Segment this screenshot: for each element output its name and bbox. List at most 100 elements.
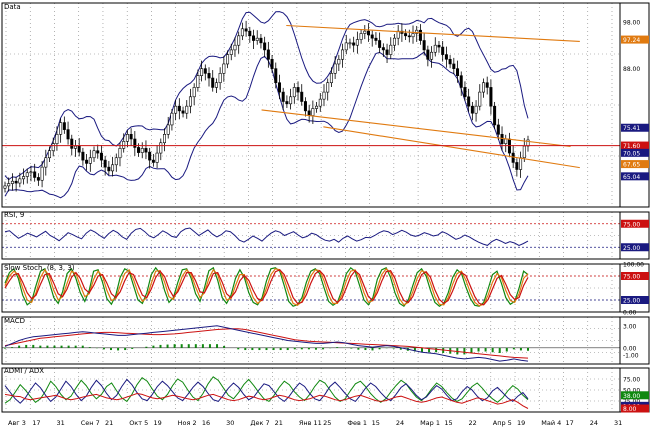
candle-body (511, 152, 515, 163)
candle-body (66, 129, 70, 140)
candle-body (59, 122, 63, 135)
candle-body (396, 30, 400, 39)
candle-body (129, 134, 133, 140)
candle-body (111, 164, 115, 172)
x-axis-label: Окт 5 (129, 419, 148, 427)
candle-body (181, 110, 185, 114)
candle-body (404, 33, 408, 37)
stoch-panel-title: Slow Stoch. (8, 3, 3) (4, 264, 75, 272)
candle-body (77, 145, 81, 153)
price-value-tag: 71.60 (623, 143, 640, 150)
x-axis-label: 19 (517, 419, 525, 427)
price-value-tag-bg (621, 172, 649, 181)
price-axis-strip (619, 316, 650, 365)
candle-body (281, 91, 285, 102)
price-value-tag: 67.65 (623, 162, 640, 169)
adx-value-tag-bg (621, 404, 649, 413)
candle-body (237, 35, 241, 46)
macd-tick-label: 0.00 (623, 345, 637, 352)
candle-body (303, 101, 307, 112)
stoch-tick-label: 100.00 (623, 262, 644, 269)
candle-body (363, 30, 367, 34)
candle-body (177, 105, 181, 112)
price-panel-title: Data (4, 3, 21, 11)
candle-body (166, 124, 170, 135)
x-axis-label: 24 (590, 419, 598, 427)
stoch-value-tag-bg (621, 296, 649, 304)
price-value-tag: 70.05 (623, 150, 640, 157)
candle-body (92, 150, 96, 159)
price-value-tag: 75.41 (623, 125, 640, 132)
stoch-value-tag: 75.00 (623, 274, 640, 281)
candle-body (162, 134, 166, 144)
adx-line (4, 376, 529, 404)
candle-body (252, 35, 256, 41)
stoch-value-tag: 25.00 (623, 298, 640, 305)
candle-body (292, 87, 296, 98)
x-axis-label: 16 (202, 419, 210, 427)
candle-body (385, 49, 389, 55)
candle-body (229, 49, 233, 55)
candle-body (170, 112, 174, 126)
price-axis-strip (619, 211, 650, 260)
candle-body (107, 166, 111, 172)
price-tick-label: 98.00 (623, 19, 640, 26)
trend-channel-line (261, 109, 571, 148)
candle-body (10, 180, 14, 184)
candle-body (226, 54, 230, 65)
x-axis-label: 17 (566, 419, 574, 427)
candle-body (233, 44, 237, 51)
rsi-value-tag: 25.00 (623, 245, 640, 252)
candle-body (289, 96, 293, 105)
candle-body (99, 152, 103, 161)
adx-value-tag-bg (621, 391, 649, 400)
candle-body (430, 51, 434, 60)
candle-body (14, 180, 18, 184)
candle-body (192, 87, 196, 98)
candle-body (185, 105, 189, 114)
candle-body (367, 30, 371, 36)
candle-body (88, 157, 92, 164)
adx-tick-label: 50.00 (623, 388, 640, 395)
candle-body (144, 148, 148, 153)
candle-body (188, 96, 192, 107)
candle-body (311, 108, 315, 116)
price-value-tag-bg (621, 123, 649, 132)
panel-titles: Data RSI, 9 Slow Stoch. (8, 3, 3) MACD A… (4, 3, 75, 375)
price-value-tag-bg (621, 35, 649, 44)
candle-body (322, 91, 326, 100)
candle-body (73, 145, 77, 149)
candle-body (493, 105, 497, 126)
candle-body (240, 28, 244, 37)
candle-body (151, 159, 155, 163)
rsi-value-tag-bg (621, 219, 649, 228)
rsi-value-tag-bg (621, 243, 649, 252)
x-axis-label: Янв 11 (299, 419, 322, 427)
candle-body (159, 142, 163, 154)
trend-channel-line (323, 126, 580, 169)
candle-body (389, 44, 393, 55)
candle-body (196, 75, 200, 88)
price-axis-strip (619, 263, 650, 313)
candle-body (485, 82, 489, 88)
candle-body (85, 159, 89, 164)
x-axis-label: Дек 7 (250, 419, 269, 427)
x-axis-label: 15 (372, 419, 380, 427)
candle-body (40, 166, 44, 181)
macd-panel-title: MACD (4, 317, 25, 325)
candle-body (55, 134, 59, 144)
adx-value-tag: 8.00 (623, 406, 637, 413)
stoch-line (4, 267, 529, 307)
bollinger-lower-band (4, 51, 529, 199)
candle-body (207, 73, 211, 79)
x-axis-label: Сен 7 (81, 419, 100, 427)
rsi-panel-title: RSI, 9 (4, 211, 24, 219)
candle-body (255, 37, 259, 41)
stoch-line (4, 266, 529, 308)
series-layer (2, 11, 620, 409)
candle-body (103, 159, 107, 168)
candle-body (218, 73, 222, 84)
candle-body (266, 49, 270, 60)
bollinger-upper-band (4, 11, 529, 181)
